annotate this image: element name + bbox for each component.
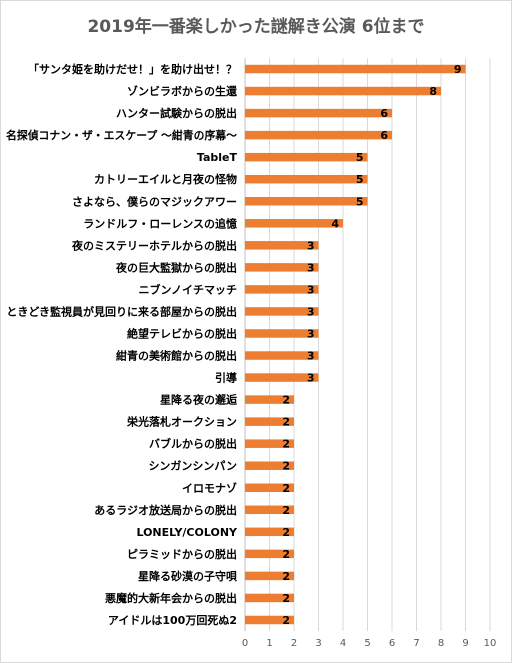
data-label: 9 [454,63,462,76]
bar [245,351,319,360]
category-label: ニブンノイチマッチ [139,282,237,296]
x-tick-label: 6 [389,638,395,649]
data-label: 2 [282,570,290,583]
category-label: ランドルフ・ローレンスの追憶 [83,216,237,230]
data-label: 3 [307,350,315,363]
bar [245,86,441,96]
bar [245,329,319,338]
data-label: 3 [307,372,315,385]
bar [245,307,319,316]
x-tick-label: 7 [413,638,419,649]
bar [245,285,319,294]
category-label: 夜のミステリーホテルからの脱出 [71,238,237,252]
category-label: TableT [197,151,238,164]
category-label: あるラジオ放送局からの脱出 [94,503,237,517]
bar [245,108,392,118]
category-label: ピラミッドからの脱出 [127,547,237,561]
data-label: 3 [307,283,315,296]
data-label: 2 [282,482,290,495]
bar [245,615,294,625]
bar [245,527,294,537]
category-label: LONELY/COLONY [136,526,238,539]
data-label: 2 [282,438,290,451]
category-labels: 「サンタ姫を助けだせ！」を助け出せ！？ ゾンビラボからの生還ハンター試験からの脱出… [6,62,238,627]
bar [245,571,294,581]
category-label: 夜の巨大監獄からの脱出 [115,260,237,274]
category-label: 悪魔的大新年会からの脱出 [105,591,237,605]
data-label: 2 [282,460,290,473]
category-label: ハンター試験からの脱出 [116,106,237,120]
bar [245,439,294,448]
data-label: 2 [282,504,290,517]
bar [245,505,294,515]
data-label: 2 [282,526,290,539]
bar [245,130,392,140]
bar [245,241,319,250]
bar [245,417,294,426]
bar [245,483,294,492]
data-label: 6 [380,107,388,120]
x-tick-label: 1 [266,638,272,649]
category-label: アイドルは100万回死ぬ2 [108,613,237,627]
bar [245,263,319,272]
x-tick-label: 0 [242,638,248,649]
bar [245,593,294,603]
category-label: 名探偵コナン・ザ・エスケープ ～紺青の序幕～ [6,128,237,142]
data-label: 2 [282,394,290,407]
category-label: 星降る砂漠の子守唄 [138,569,237,583]
category-label: シンガンシンパン [148,459,237,473]
x-tick-label: 9 [462,638,468,649]
category-label: 栄光落札オークション [126,415,237,429]
category-label: さよなら、僕らのマジックアワー [72,194,237,208]
category-label: 「サンタ姫を助けだせ！」を助け出せ！？ [28,62,237,76]
data-label: 6 [380,129,388,142]
x-tick-label: 10 [484,638,497,649]
category-label: ときどき監視員が見回りに来る部屋からの脱出 [6,304,237,318]
bar [245,152,368,162]
data-label: 5 [356,195,364,208]
data-label: 5 [356,173,364,186]
gridlines [244,58,491,631]
data-label: 4 [331,217,339,230]
category-label: バブルからの脱出 [149,437,237,451]
bar [245,197,368,206]
data-label: 3 [307,327,315,340]
bar [245,64,466,74]
x-tick-label: 5 [364,638,370,649]
data-label: 3 [307,239,315,252]
data-labels: 9 8 6 6 5 5 5 4 3 3 3 3 3 3 3 2 2 2 2 2 2 2 2 2 2 2 [282,63,461,627]
x-tick-label: 2 [291,638,297,649]
x-tick-labels: 0 1 2 3 4 5 6 7 8 9 10 [242,638,497,649]
data-label: 3 [307,305,315,318]
data-label: 2 [282,416,290,429]
category-label: ゾンビラボからの生還 [127,84,238,98]
bar [245,174,368,184]
x-tick-label: 4 [340,638,346,649]
data-label: 8 [429,85,437,98]
x-tick-label: 3 [315,638,321,649]
chart-title: 2019年一番楽しかった謎解き公演 6位まで [87,17,425,37]
category-label: 絶望テレビからの脱出 [127,326,237,340]
bar [245,219,343,228]
data-label: 2 [282,548,290,561]
category-label: カトリーエイルと月夜の怪物 [94,172,237,186]
bar [245,395,294,404]
bars-group [245,64,466,625]
category-label: 紺青の美術館からの脱出 [116,349,237,363]
data-label: 5 [356,151,364,164]
bar [245,549,294,559]
data-label: 3 [307,261,315,274]
bar [245,373,319,382]
data-label: 2 [282,614,290,627]
bar [245,461,294,470]
x-tick-label: 8 [438,638,444,649]
category-label: 星降る夜の邂逅 [160,393,238,407]
data-label: 2 [282,592,290,605]
category-label: 引導 [215,371,237,385]
category-label: イロモナゾ [182,481,237,495]
